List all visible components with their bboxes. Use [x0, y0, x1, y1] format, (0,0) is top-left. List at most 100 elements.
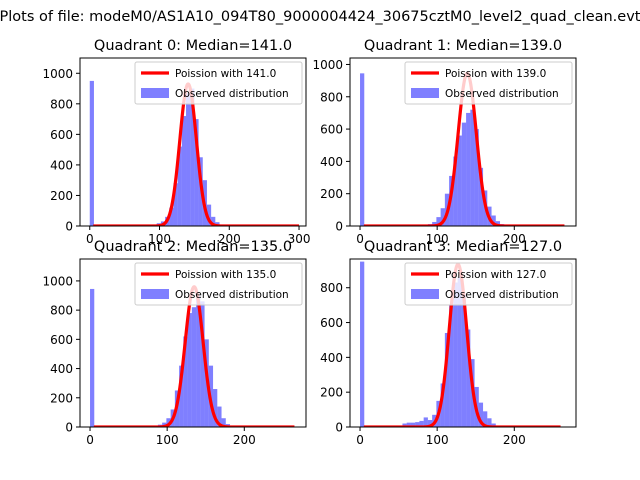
histogram-bar [402, 423, 407, 427]
panel-title: Quadrant 1: Median=139.0 [364, 38, 562, 54]
legend-histogram-swatch [141, 289, 169, 299]
x-tick-label: 200 [503, 433, 526, 447]
y-tick-label: 0 [335, 220, 343, 234]
legend-box [404, 262, 573, 306]
legend-histogram-swatch [411, 88, 439, 98]
histogram-bar [221, 418, 226, 427]
histogram-bar [457, 135, 462, 226]
histogram-bar [440, 383, 445, 427]
axes-frame [79, 258, 307, 428]
histogram-bar [194, 119, 199, 226]
histogram-bar [427, 420, 433, 427]
y-tick-label: 800 [50, 97, 73, 111]
histogram-bar [444, 332, 450, 427]
y-tick-label: 600 [320, 123, 343, 137]
x-tick-label: 200 [233, 433, 256, 447]
histogram-bar [423, 417, 428, 427]
histogram-bar [449, 305, 454, 427]
histogram-bar [453, 156, 458, 226]
histogram-bar [173, 183, 178, 226]
histogram-bar [206, 204, 212, 226]
x-tick-label: 100 [156, 433, 179, 447]
histogram-bar [360, 73, 365, 226]
histogram-bar [179, 365, 184, 427]
legend: Poission with 135.0 Observed distribution [134, 262, 303, 306]
histogram-bar [491, 215, 496, 226]
histogram-bar [470, 109, 475, 226]
histogram-bar [478, 167, 484, 226]
histogram-bar [90, 288, 95, 427]
y-tick-label: 200 [320, 386, 343, 400]
histogram-bars [90, 288, 294, 427]
histogram-bar [406, 422, 411, 427]
histogram-bar [177, 146, 182, 226]
histogram-bar [453, 282, 458, 427]
y-tick-label: 600 [50, 128, 73, 142]
legend-model-label: Poission with 141.0 [175, 68, 276, 80]
x-tick-label: 200 [218, 232, 241, 246]
histogram-bar [410, 422, 416, 427]
x-tick-label: 300 [288, 232, 311, 246]
histogram-bar [436, 217, 441, 226]
histogram-bar [211, 216, 216, 226]
legend-model-label: Poission with 127.0 [445, 269, 546, 281]
histogram-bar [461, 294, 467, 427]
histogram-bar [169, 207, 174, 226]
quadrant-3-panel: 0 100 200 0 200 400 600 800 Poission with 127.0 O… [320, 239, 577, 447]
legend-histogram-label: Observed distribution [445, 289, 559, 301]
y-tick-label: 1000 [42, 274, 73, 288]
legend-model-label: Poission with 139.0 [445, 68, 546, 80]
histogram-bar [215, 222, 220, 226]
histogram-bar [187, 313, 192, 427]
x-tick-label: 200 [503, 232, 526, 246]
legend: Poission with 127.0 Observed distribution [404, 262, 573, 306]
y-tick-label: 0 [335, 421, 343, 435]
legend-box [134, 61, 303, 105]
y-tick-label: 1000 [312, 58, 343, 72]
legend-histogram-label: Observed distribution [445, 88, 559, 100]
histogram-bar [440, 208, 445, 226]
histogram-bar [190, 88, 195, 226]
legend-histogram-label: Observed distribution [175, 88, 289, 100]
histogram-bar [457, 277, 462, 427]
histogram-bar [466, 112, 471, 226]
histogram-bar [183, 336, 188, 427]
y-tick-label: 0 [65, 220, 73, 234]
histogram-bar [213, 389, 218, 427]
x-tick-label: 0 [86, 433, 94, 447]
histogram-bar [162, 422, 167, 427]
histogram-bar [200, 301, 205, 427]
y-tick-label: 800 [50, 304, 73, 318]
histogram-bar [419, 420, 424, 427]
histogram-bar [483, 411, 488, 427]
legend-box [404, 61, 573, 105]
histogram-bar [466, 329, 471, 427]
histogram-bar [491, 423, 496, 427]
x-tick-label: 0 [86, 232, 94, 246]
x-tick-label: 100 [148, 232, 171, 246]
panel-title: Quadrant 0: Median=141.0 [94, 38, 292, 54]
y-tick-label: 400 [320, 155, 343, 169]
histogram-bar [217, 406, 222, 427]
legend-histogram-swatch [141, 88, 169, 98]
histogram-bar [89, 80, 94, 226]
y-tick-label: 0 [65, 421, 73, 435]
histogram-bar [495, 221, 501, 226]
histogram-bar [432, 221, 437, 226]
y-tick-label: 800 [320, 90, 343, 104]
x-tick-label: 100 [426, 232, 449, 246]
y-tick-label: 1000 [42, 67, 73, 81]
y-tick-label: 800 [320, 281, 343, 295]
histogram-bar [186, 93, 191, 226]
y-tick-label: 200 [50, 189, 73, 203]
x-tick-label: 100 [426, 433, 449, 447]
histogram-bar [181, 116, 187, 226]
legend: Poission with 141.0 Observed distribution [134, 61, 303, 105]
x-tick-label: 0 [356, 232, 364, 246]
quadrant-2-panel: 0 100 200 0 200 400 600 800 1000 Poission with 13… [42, 239, 307, 447]
poisson-model-line [92, 82, 301, 226]
y-tick-label: 400 [50, 158, 73, 172]
legend: Poission with 139.0 Observed distribution [404, 61, 573, 105]
